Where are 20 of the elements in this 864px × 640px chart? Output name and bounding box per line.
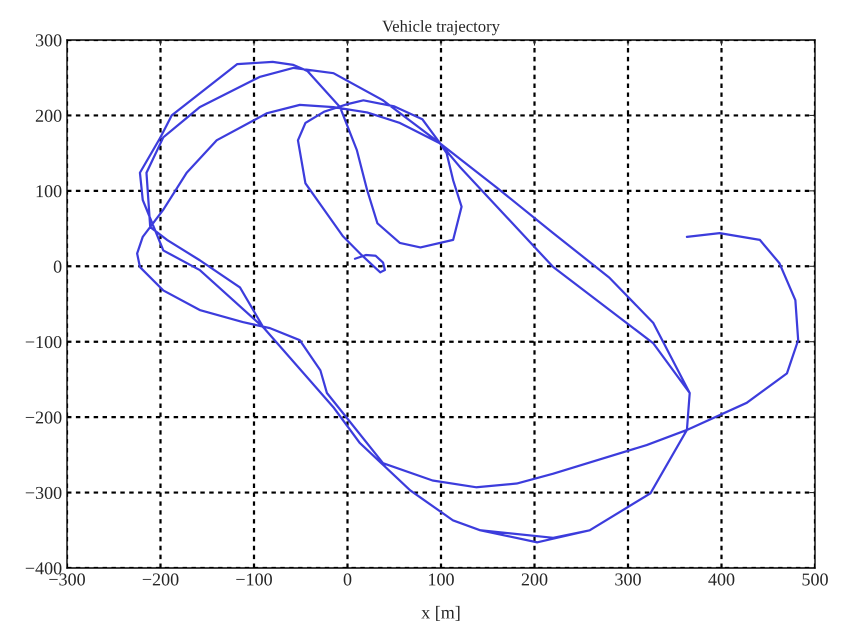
x-tick-label: 300 <box>615 573 641 586</box>
x-tick-label: 200 <box>522 573 548 586</box>
x-tick-label: 500 <box>802 573 828 586</box>
y-tick-label: 300 <box>36 34 62 46</box>
x-axis-title: x [m] <box>421 606 460 621</box>
chart-title: Vehicle trajectory <box>382 20 500 36</box>
y-tick-label: −200 <box>26 411 62 424</box>
x-tick-label: −100 <box>236 573 272 586</box>
x-tick-label: 400 <box>708 573 734 586</box>
x-tick-label: 100 <box>429 573 454 586</box>
y-tick-label: 200 <box>36 110 62 122</box>
y-tick-label: 100 <box>36 185 62 198</box>
x-tick-label: −200 <box>142 573 178 586</box>
y-tick-label: −100 <box>26 336 62 348</box>
y-tick-label: −300 <box>26 486 62 500</box>
y-tick-label: −400 <box>26 562 62 574</box>
x-tick-label: 0 <box>344 573 352 586</box>
x-tick-label: −300 <box>49 573 85 586</box>
y-tick-label: 0 <box>54 260 62 273</box>
line-series <box>136 60 800 544</box>
